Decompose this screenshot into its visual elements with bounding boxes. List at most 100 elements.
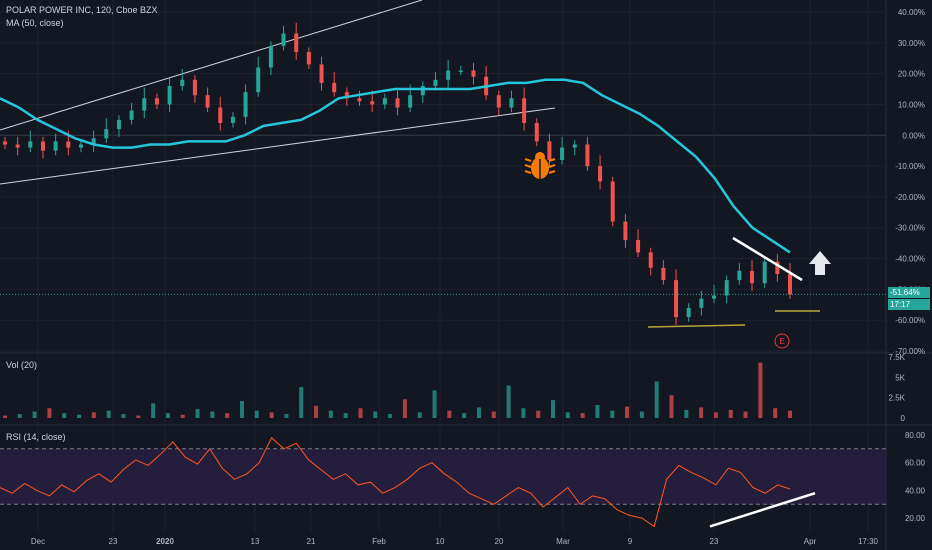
- volume-tick-label: 7.5K: [889, 353, 906, 362]
- candle-body: [610, 181, 615, 222]
- price-tick-label: 0.00%: [902, 131, 925, 140]
- candle-body: [256, 67, 261, 93]
- volume-bar: [595, 404, 600, 418]
- candle-body: [104, 129, 109, 139]
- candle-body: [699, 298, 704, 308]
- candle-body: [268, 45, 273, 68]
- time-tick-label: 20: [495, 537, 504, 546]
- candle-body: [762, 261, 767, 284]
- bug-icon: [524, 152, 556, 179]
- volume-bar: [713, 412, 718, 418]
- time-tick-label: 10: [436, 537, 445, 546]
- volume-bar: [447, 410, 452, 418]
- candle-body: [737, 270, 742, 281]
- price-tick-label: 10.00%: [898, 100, 925, 109]
- volume-bar: [180, 414, 185, 418]
- candle-body: [28, 141, 33, 148]
- candle-body: [167, 85, 172, 105]
- candle-body: [661, 267, 666, 281]
- volume-bar: [639, 411, 644, 418]
- candle-body: [66, 141, 71, 148]
- candle-body: [509, 98, 514, 108]
- volume-bar: [402, 399, 407, 418]
- volume-tick-label: 5K: [895, 373, 905, 382]
- volume-bar: [32, 411, 37, 418]
- volume-legend: Vol (20): [6, 360, 38, 370]
- rsi-legend: RSI (14, close): [6, 432, 66, 442]
- earnings-label: E: [779, 337, 784, 346]
- channel-lower-line: [0, 107, 556, 185]
- candle-body: [560, 147, 565, 160]
- volume-bar: [77, 414, 82, 418]
- volume-bar: [610, 410, 615, 418]
- bug-leg: [548, 164, 556, 168]
- volume-bar: [743, 411, 748, 418]
- rsi-band: [0, 448, 886, 505]
- candle-body: [496, 95, 501, 108]
- candle-body: [357, 98, 362, 102]
- price-tick-label: -70.00%: [895, 347, 925, 356]
- bug-head: [535, 152, 545, 162]
- rsi-tick-label: 40.00: [905, 486, 926, 495]
- volume-bar: [225, 413, 230, 418]
- volume-bar: [551, 400, 556, 418]
- candle-body: [636, 240, 641, 253]
- time-tick-label: 23: [109, 537, 118, 546]
- volume-bar: [758, 362, 763, 418]
- volume-bar: [728, 409, 733, 418]
- bug-leg: [548, 158, 556, 162]
- candle-body: [534, 122, 539, 142]
- price-tick-label: 40.00%: [898, 8, 925, 17]
- volume-bar: [417, 412, 422, 418]
- time-tick-label: Apr: [804, 537, 817, 546]
- channel-upper-line: [0, 0, 423, 131]
- candle-body: [78, 144, 83, 148]
- price-tick-label: -30.00%: [895, 224, 925, 233]
- volume-pane: [3, 362, 792, 418]
- volume-bar: [788, 410, 792, 418]
- earnings-circle: [774, 333, 790, 349]
- rsi-tick-label: 80.00: [905, 431, 926, 440]
- trendlines: [0, 0, 556, 185]
- candle-body: [205, 95, 210, 108]
- candle-body: [750, 270, 755, 284]
- volume-bar: [580, 413, 585, 418]
- volume-bar: [773, 408, 778, 418]
- candle-body: [180, 79, 185, 86]
- bug-leg: [524, 164, 532, 168]
- candle-body: [53, 141, 58, 151]
- candle-body: [129, 110, 134, 120]
- candle-body: [458, 70, 463, 73]
- rsi-tick-label: 60.00: [905, 459, 926, 468]
- volume-bar: [565, 412, 570, 418]
- rsi-pane: [0, 436, 886, 528]
- volume-bar: [654, 381, 659, 418]
- volume-bar: [343, 413, 348, 418]
- candle-body: [788, 273, 792, 295]
- candle-body: [116, 119, 121, 130]
- volume-bar: [506, 385, 511, 418]
- candle-body: [775, 261, 780, 274]
- volume-bar: [239, 400, 244, 418]
- candle-body: [686, 307, 691, 318]
- arrow-shape: [809, 251, 831, 275]
- price-tick-label: -10.00%: [895, 162, 925, 171]
- candle-body: [433, 79, 438, 86]
- candle-body: [648, 252, 653, 268]
- volume-bar: [165, 413, 170, 418]
- candle-body: [674, 280, 679, 318]
- price-tick-label: -20.00%: [895, 193, 925, 202]
- volume-bar: [299, 387, 304, 418]
- rsi-tick-label: 20.00: [905, 514, 926, 523]
- volume-bar: [254, 410, 259, 418]
- rsi-divergence-line: [709, 491, 816, 528]
- candle-body: [332, 82, 337, 93]
- candle-body: [243, 92, 248, 117]
- volume-bar: [328, 410, 333, 418]
- candle-body: [724, 280, 729, 296]
- volume-bar: [388, 413, 393, 418]
- time-tick-label: 21: [307, 537, 316, 546]
- candle-body: [3, 141, 7, 145]
- candle-body: [572, 144, 577, 148]
